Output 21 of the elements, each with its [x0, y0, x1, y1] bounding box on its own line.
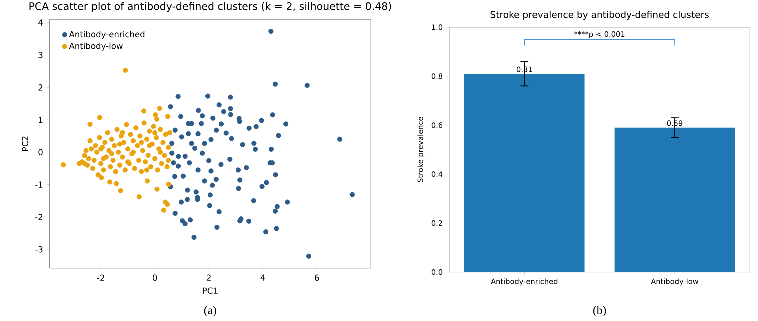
- legend-label: Antibody-low: [69, 42, 123, 51]
- chart-title: Stroke prevalence by antibody-defined clusters: [490, 10, 709, 20]
- legend-label: Antibody-enriched: [69, 31, 145, 40]
- x-tick-label: 4: [260, 274, 266, 281]
- y-tick-label: 1: [39, 116, 43, 123]
- x-tick-label: 2: [207, 274, 211, 281]
- x-axis-title: PC1: [203, 288, 218, 294]
- y-tick-label: 0: [38, 149, 43, 156]
- chart-title: PCA scatter plot of antibody-defined clusters (k = 2, silhouette = 0.48): [30, 2, 392, 12]
- y-tick-label: 4: [38, 20, 43, 26]
- text: (b): [594, 306, 606, 317]
- x-tick-label: -2: [97, 274, 104, 281]
- y-axis-title: PC2: [22, 136, 28, 152]
- y-tick-label: 2: [38, 84, 43, 91]
- x-tick-label: 0: [153, 274, 158, 281]
- text: (a): [204, 306, 216, 317]
- x-tick-label: 6: [315, 274, 320, 281]
- y-tick-label: -2: [36, 214, 43, 220]
- y-tick-label: 3: [38, 52, 43, 58]
- y-tick-label: -1: [36, 182, 43, 188]
- y-tick-label: -3: [36, 246, 43, 253]
